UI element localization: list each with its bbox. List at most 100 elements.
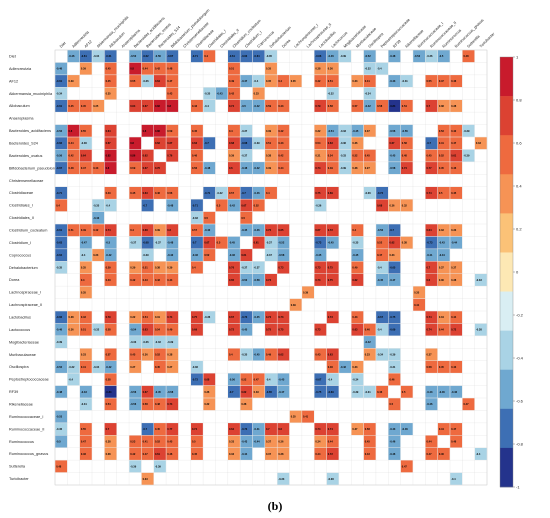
heatmap-cell: [437, 124, 450, 137]
heatmap-cell: [326, 435, 339, 448]
cell-value-label: -0.44: [451, 241, 457, 245]
heatmap-cell: [153, 137, 166, 150]
cell-value-label: -0.52: [130, 54, 136, 58]
cell-value-label: 0.41: [143, 440, 149, 444]
heatmap-cell: [79, 224, 92, 237]
heatmap-cell: [166, 311, 179, 324]
cell-value-label: 0.35: [81, 266, 87, 270]
heatmap-cell: [388, 323, 401, 336]
heatmap-cell: [326, 87, 339, 100]
heatmap-cell: [425, 224, 438, 237]
heatmap-cell: [190, 162, 203, 175]
row-label: Clostridium_I: [9, 241, 31, 245]
heatmap-cell: [228, 435, 240, 448]
heatmap-cell: [129, 162, 142, 175]
heatmap-cell: [166, 336, 179, 349]
cell-value-label: -0.4: [254, 79, 259, 83]
cell-value-label: -0.53: [414, 54, 420, 58]
cell-value-label: 0.47: [377, 253, 383, 257]
colorbar-tick-label: 0.4: [516, 183, 522, 188]
heatmap-cell: [129, 348, 142, 361]
cell-value-label: 0.54: [328, 154, 334, 158]
cell-value-label: 0.43: [315, 353, 321, 357]
cell-value-label: 0.67: [143, 166, 149, 170]
heatmap-cell: [314, 124, 327, 137]
heatmap-cell: [203, 137, 216, 150]
heatmap-cell: [425, 162, 438, 175]
cell-value-label: -0.36: [192, 365, 198, 369]
heatmap-cell: [425, 435, 438, 448]
cell-value-label: -0.47: [241, 79, 247, 83]
heatmap-cell: [55, 224, 68, 237]
cell-value-label: 0.62: [389, 241, 395, 245]
heatmap-cell: [129, 336, 142, 349]
heatmap-cell: [153, 186, 166, 199]
cell-value-label: -0.45: [315, 253, 321, 257]
cell-value-label: 0.82: [155, 104, 161, 108]
heatmap-cell: [252, 50, 265, 63]
cell-value-label: 0.33: [365, 353, 371, 357]
cell-value-label: -0.39: [167, 340, 173, 344]
cell-value-label: 0.32: [204, 402, 210, 406]
cell-value-label: 0.55: [426, 79, 432, 83]
cell-value-label: -0.42: [106, 253, 112, 257]
cell-value-label: 0.39: [130, 266, 136, 270]
heatmap-cell: [339, 50, 352, 63]
heatmap-cell: [141, 75, 154, 88]
cell-value-label: -0.54: [328, 129, 334, 133]
heatmap-cell: [141, 50, 154, 63]
heatmap-cell: [363, 162, 376, 175]
heatmap-cell: [129, 149, 142, 162]
heatmap-cell: [79, 435, 92, 448]
cell-value-label: 0.52: [439, 154, 445, 158]
cell-value-label: 0.42: [229, 92, 235, 96]
cell-value-label: 0.43: [451, 365, 457, 369]
heatmap-cell: [450, 149, 463, 162]
cell-value-label: -0.41: [426, 253, 432, 257]
heatmap-cell: [314, 149, 327, 162]
cell-value-label: 0.38: [439, 104, 445, 108]
cell-value-label: 0.44: [328, 440, 334, 444]
heatmap-cell: [314, 62, 327, 75]
cell-value-label: 0.44: [143, 67, 149, 71]
cell-value-label: -0.35: [352, 241, 358, 245]
cell-value-label: 0.33: [81, 353, 87, 357]
cell-value-label: 0.63: [328, 353, 334, 357]
column-label: Turicibacter: [479, 31, 496, 48]
heatmap-cell: [351, 236, 364, 249]
heatmap-cell: [166, 186, 179, 199]
cell-value-label: -0.5: [439, 54, 444, 58]
heatmap-cell: [314, 162, 327, 175]
heatmap-cell: [104, 447, 117, 460]
cell-value-label: -0.46: [254, 228, 260, 232]
colorbar-segment: [500, 96, 513, 136]
heatmap-cell: [79, 447, 92, 460]
heatmap-cell: [388, 75, 401, 88]
cell-value-label: 0.48: [69, 166, 75, 170]
heatmap-cell: [265, 224, 277, 237]
heatmap-cell: [153, 336, 166, 349]
cell-value-label: 0.48: [167, 67, 173, 71]
cell-value-label: 0.49: [81, 228, 87, 232]
heatmap-cell: [400, 162, 413, 175]
cell-value-label: 0.36: [69, 328, 75, 332]
cell-value-label: -0.42: [106, 365, 112, 369]
cell-value-label: 0.27: [167, 365, 173, 369]
heatmap-cell: [388, 423, 401, 436]
heatmap-cell: [104, 273, 117, 286]
heatmap-cell: [265, 249, 277, 262]
cell-value-label: 0.58: [328, 104, 334, 108]
cell-value-label: -0.72: [192, 377, 198, 381]
heatmap-cell: [437, 137, 450, 150]
cell-value-label: -0.43: [241, 440, 247, 444]
cell-value-label: 0.75: [328, 266, 334, 270]
heatmap-cell: [351, 162, 364, 175]
heatmap-cell: [400, 236, 413, 249]
heatmap-cell: [437, 186, 450, 199]
heatmap-cell: [129, 224, 142, 237]
cell-value-label: -0.68: [143, 241, 149, 245]
heatmap-cell: [437, 447, 450, 460]
heatmap-cell: [55, 87, 68, 100]
heatmap-cell: [67, 224, 80, 237]
heatmap-cell: [437, 50, 450, 63]
